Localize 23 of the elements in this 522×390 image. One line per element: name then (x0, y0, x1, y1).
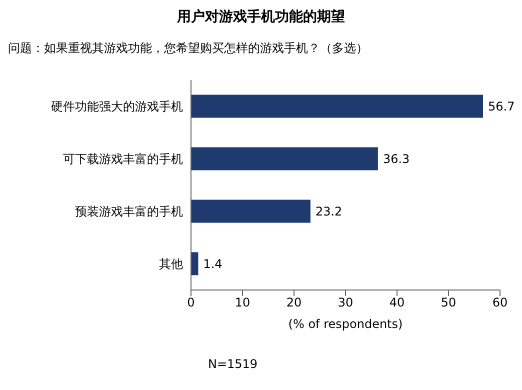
data-label: 1.4 (203, 256, 222, 271)
data-label: 56.7 (488, 99, 515, 114)
x-tick-label: 40 (389, 296, 405, 310)
data-label: 36.3 (382, 152, 410, 166)
bar (191, 252, 198, 276)
chart-subtitle: 问题：如果重视其游戏功能，您希望购买怎样的游戏手机？（多选） (8, 40, 369, 57)
y-tick-label: 硬件功能强大的游戏手机 (51, 100, 183, 114)
x-tick-label: 10 (234, 296, 250, 310)
x-tick-label: 0 (187, 296, 195, 310)
text: N=1519 (208, 357, 259, 371)
x-tick-label: 20 (286, 296, 302, 310)
y-tick-label: 可下载游戏丰富的手机 (63, 152, 183, 166)
bar (191, 200, 310, 223)
y-tick-label: 预装游戏丰富的手机 (75, 204, 183, 219)
x-tick-label: 60 (492, 296, 508, 310)
x-axis-title: (% of respondents) (288, 317, 403, 331)
y-tick-label: 其他 (159, 257, 183, 272)
bar (191, 147, 378, 170)
chart-title: 用户对游戏手机功能的期望 (176, 8, 346, 26)
x-tick-label: 30 (338, 296, 354, 310)
x-tick-label: 50 (440, 296, 456, 310)
bar (191, 94, 484, 118)
data-label: 23.2 (315, 204, 342, 218)
